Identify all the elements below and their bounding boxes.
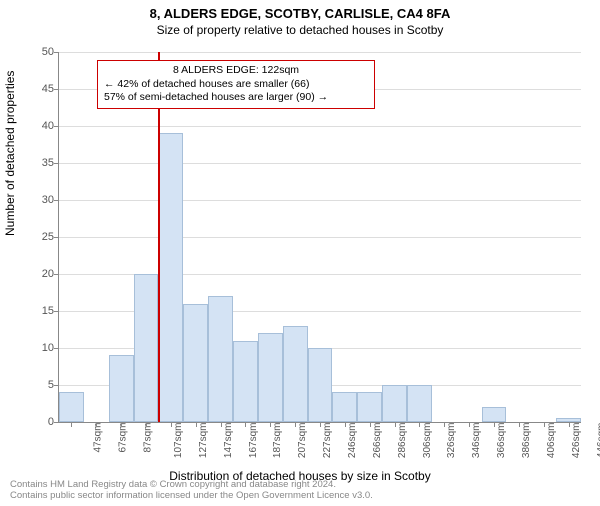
xtick-mark	[370, 422, 371, 427]
xtick-label: 306sqm	[422, 423, 433, 459]
xtick-mark	[245, 422, 246, 427]
xtick-mark	[295, 422, 296, 427]
ytick-mark	[54, 274, 59, 275]
xtick-label: 147sqm	[223, 423, 234, 459]
ytick-mark	[54, 163, 59, 164]
xtick-label: 227sqm	[322, 423, 333, 459]
xtick-mark	[121, 422, 122, 427]
xtick-mark	[96, 422, 97, 427]
histogram-bar	[109, 355, 134, 422]
chart-title-main: 8, ALDERS EDGE, SCOTBY, CARLISLE, CA4 8F…	[0, 6, 600, 21]
xtick-mark	[71, 422, 72, 427]
y-axis-label: Number of detached properties	[3, 71, 17, 236]
xtick-label: 87sqm	[143, 423, 154, 453]
histogram-bar	[183, 304, 208, 422]
xtick-label: 266sqm	[372, 423, 383, 459]
xtick-label: 326sqm	[447, 423, 458, 459]
ytick-mark	[54, 126, 59, 127]
ytick-label: 40	[26, 120, 54, 132]
xtick-mark	[270, 422, 271, 427]
histogram-bar	[208, 296, 233, 422]
ytick-label: 30	[26, 194, 54, 206]
xtick-mark	[444, 422, 445, 427]
annotation-line: 8 ALDERS EDGE: 122sqm	[104, 64, 368, 78]
ytick-mark	[54, 89, 59, 90]
histogram-bar	[407, 385, 432, 422]
xtick-label: 446sqm	[596, 423, 600, 459]
histogram-bar	[482, 407, 507, 422]
ytick-mark	[54, 385, 59, 386]
gridline-h	[59, 200, 581, 201]
ytick-label: 35	[26, 157, 54, 169]
chart-title-sub: Size of property relative to detached ho…	[0, 23, 600, 37]
xtick-label: 286sqm	[397, 423, 408, 459]
xtick-label: 207sqm	[297, 423, 308, 459]
annotation-line: ← 42% of detached houses are smaller (66…	[104, 78, 368, 92]
ytick-label: 45	[26, 83, 54, 95]
xtick-mark	[395, 422, 396, 427]
xtick-mark	[320, 422, 321, 427]
xtick-mark	[494, 422, 495, 427]
histogram-bar	[158, 133, 183, 422]
xtick-label: 187sqm	[273, 423, 284, 459]
xtick-label: 366sqm	[496, 423, 507, 459]
histogram-bar	[308, 348, 333, 422]
xtick-mark	[519, 422, 520, 427]
histogram-bar	[357, 392, 382, 422]
xtick-label: 47sqm	[93, 423, 104, 453]
xtick-mark	[469, 422, 470, 427]
footer-attribution: Contains HM Land Registry data © Crown c…	[10, 480, 373, 502]
xtick-label: 167sqm	[248, 423, 259, 459]
xtick-label: 67sqm	[118, 423, 129, 453]
xtick-label: 346sqm	[471, 423, 482, 459]
histogram-bar	[258, 333, 283, 422]
xtick-label: 246sqm	[347, 423, 358, 459]
xtick-mark	[544, 422, 545, 427]
annotation-box: 8 ALDERS EDGE: 122sqm← 42% of detached h…	[97, 60, 375, 109]
footer-line-2: Contains public sector information licen…	[10, 491, 373, 502]
xtick-label: 127sqm	[198, 423, 209, 459]
ytick-mark	[54, 52, 59, 53]
xtick-mark	[419, 422, 420, 427]
xtick-mark	[221, 422, 222, 427]
xtick-label: 426sqm	[571, 423, 582, 459]
ytick-label: 5	[26, 379, 54, 391]
histogram-bar	[283, 326, 308, 422]
ytick-label: 0	[26, 416, 54, 428]
xtick-label: 107sqm	[173, 423, 184, 459]
ytick-label: 50	[26, 46, 54, 58]
histogram-bar	[332, 392, 357, 422]
xtick-label: 386sqm	[521, 423, 532, 459]
chart-area: 47sqm67sqm87sqm107sqm127sqm147sqm167sqm1…	[58, 52, 580, 422]
xtick-mark	[171, 422, 172, 427]
histogram-bar	[134, 274, 159, 422]
ytick-mark	[54, 237, 59, 238]
histogram-bar	[382, 385, 407, 422]
xtick-mark	[345, 422, 346, 427]
annotation-line: 57% of semi-detached houses are larger (…	[104, 91, 368, 105]
histogram-bar	[59, 392, 84, 422]
ytick-mark	[54, 311, 59, 312]
ytick-label: 20	[26, 268, 54, 280]
ytick-label: 25	[26, 231, 54, 243]
ytick-mark	[54, 348, 59, 349]
gridline-h	[59, 52, 581, 53]
ytick-mark	[54, 422, 59, 423]
gridline-h	[59, 126, 581, 127]
gridline-h	[59, 237, 581, 238]
gridline-h	[59, 163, 581, 164]
xtick-mark	[196, 422, 197, 427]
ytick-mark	[54, 200, 59, 201]
histogram-bar	[233, 341, 258, 422]
plot-region: 47sqm67sqm87sqm107sqm127sqm147sqm167sqm1…	[58, 52, 581, 423]
ytick-label: 10	[26, 342, 54, 354]
xtick-label: 406sqm	[546, 423, 557, 459]
xtick-mark	[146, 422, 147, 427]
ytick-label: 15	[26, 305, 54, 317]
xtick-mark	[569, 422, 570, 427]
